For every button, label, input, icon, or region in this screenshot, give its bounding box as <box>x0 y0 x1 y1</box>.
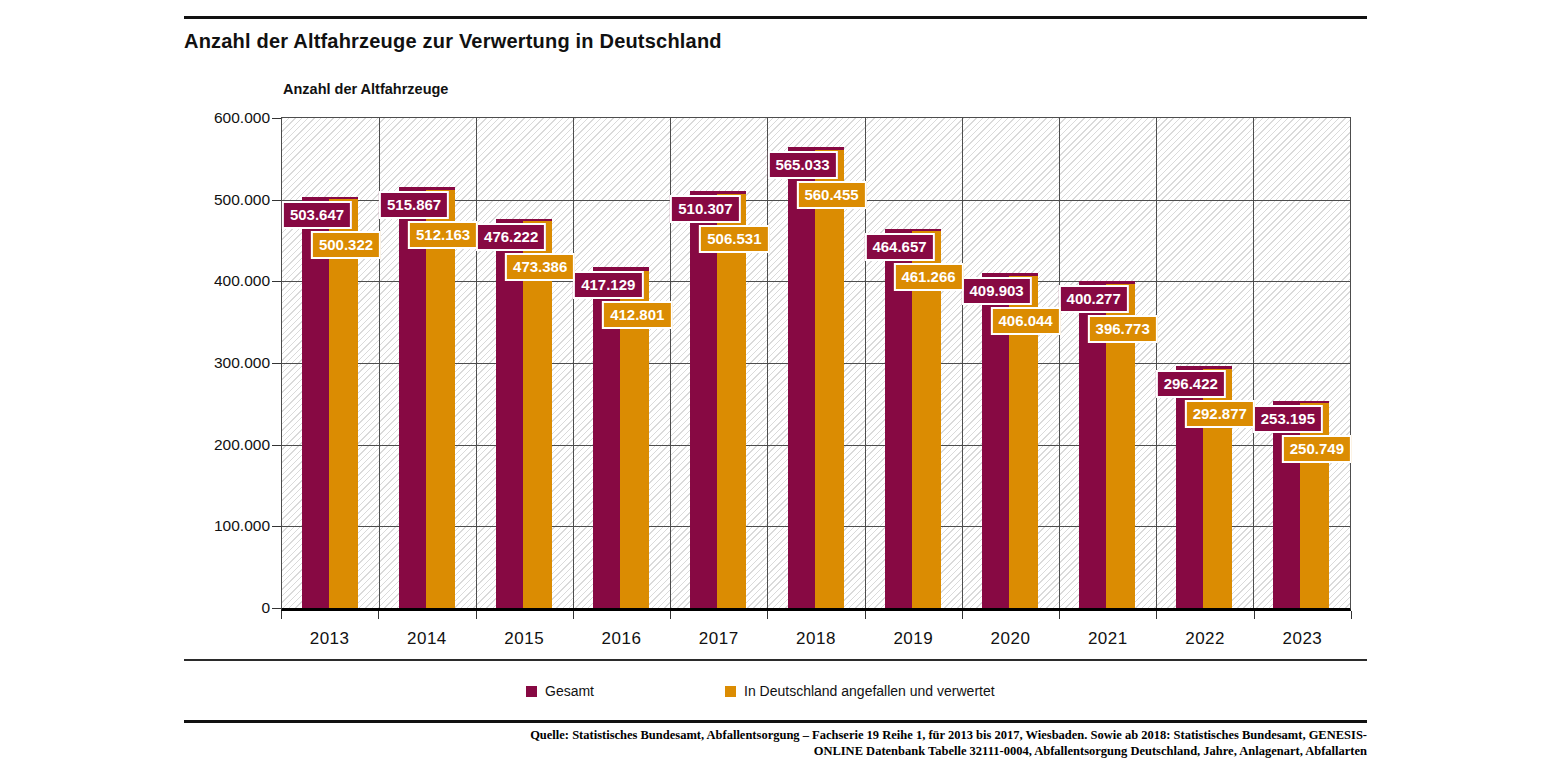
source-note: Quelle: Statistisches Bundesamt, Abfalle… <box>367 727 1367 759</box>
value-label-gesamt-2023: 253.195 <box>1253 405 1323 433</box>
value-label-verwertet-2013: 500.322 <box>311 231 381 259</box>
y-tick-mark <box>272 118 281 119</box>
x-category-label-2019: 2019 <box>893 629 933 649</box>
legend-swatch-verwertet-icon <box>725 686 736 697</box>
y-tick-label: 600.000 <box>185 109 270 127</box>
legend: Gesamt In Deutschland angefallen und ver… <box>0 683 1545 701</box>
value-label-gesamt-2019: 464.657 <box>864 233 934 261</box>
top-rule <box>184 16 1367 19</box>
y-axis-heading: Anzahl der Altfahrzeuge <box>283 81 448 97</box>
bar-verwertet-2023 <box>1300 403 1329 608</box>
bar-verwertet-2017 <box>717 194 746 608</box>
x-category-label-2018: 2018 <box>796 629 836 649</box>
y-tick-label: 500.000 <box>185 191 270 209</box>
source-note-line1: Quelle: Statistisches Bundesamt, Abfalle… <box>367 727 1367 743</box>
x-tick-mark <box>670 611 671 619</box>
x-tick-mark <box>281 611 282 619</box>
x-tick-mark <box>962 611 963 619</box>
value-label-verwertet-2020: 406.044 <box>990 307 1060 335</box>
legend-item-verwertet: In Deutschland angefallen und verwertet <box>725 683 995 699</box>
value-label-gesamt-2013: 503.647 <box>282 201 352 229</box>
bar-verwertet-2013 <box>329 199 358 608</box>
value-label-gesamt-2016: 417.129 <box>573 271 643 299</box>
y-tick-mark <box>272 363 281 364</box>
value-label-gesamt-2015: 476.222 <box>476 223 546 251</box>
x-category-label-2020: 2020 <box>991 629 1031 649</box>
v-gridline <box>573 118 574 608</box>
y-tick-mark <box>272 200 281 201</box>
v-gridline <box>962 118 963 608</box>
x-tick-mark <box>573 611 574 619</box>
x-category-label-2016: 2016 <box>602 629 642 649</box>
value-label-gesamt-2014: 515.867 <box>379 191 449 219</box>
x-tick-mark <box>378 611 379 619</box>
bar-verwertet-2014 <box>426 190 455 608</box>
value-label-verwertet-2018: 560.455 <box>796 181 866 209</box>
value-label-verwertet-2019: 461.266 <box>893 263 963 291</box>
v-gridline <box>1059 118 1060 608</box>
x-category-label-2014: 2014 <box>407 629 447 649</box>
chart-page: Anzahl der Altfahrzeuge zur Verwertung i… <box>0 0 1545 775</box>
value-label-verwertet-2014: 512.163 <box>408 221 478 249</box>
v-gridline <box>476 118 477 608</box>
x-tick-mark <box>865 611 866 619</box>
value-label-gesamt-2021: 400.277 <box>1059 285 1129 313</box>
y-tick-mark <box>272 445 281 446</box>
x-tick-mark <box>767 611 768 619</box>
y-tick-label: 300.000 <box>185 354 270 372</box>
y-tick-label: 100.000 <box>185 517 270 535</box>
plot-area: 503.647500.322 515.867512.163476.222473.3… <box>281 117 1351 611</box>
legend-item-gesamt: Gesamt <box>526 683 594 699</box>
value-label-gesamt-2018: 565.033 <box>767 151 837 179</box>
legend-swatch-gesamt-icon <box>526 686 537 697</box>
x-tick-mark <box>476 611 477 619</box>
y-tick-mark <box>272 526 281 527</box>
legend-divider-rule <box>184 659 1367 661</box>
legend-label-verwertet: In Deutschland angefallen und verwertet <box>744 683 995 699</box>
y-tick-label: 0 <box>185 599 270 617</box>
legend-label-gesamt: Gesamt <box>545 683 594 699</box>
page-title: Anzahl der Altfahrzeuge zur Verwertung i… <box>184 30 722 53</box>
value-label-verwertet-2021: 396.773 <box>1088 315 1158 343</box>
value-label-verwertet-2015: 473.386 <box>505 253 575 281</box>
value-label-verwertet-2023: 250.749 <box>1282 435 1352 463</box>
v-gridline <box>767 118 768 608</box>
y-tick-label: 200.000 <box>185 436 270 454</box>
x-category-label-2013: 2013 <box>310 629 350 649</box>
x-tick-mark <box>1254 611 1255 619</box>
footer-rule <box>184 720 1367 723</box>
x-category-label-2017: 2017 <box>699 629 739 649</box>
value-label-verwertet-2017: 506.531 <box>699 225 769 253</box>
x-category-label-2022: 2022 <box>1185 629 1225 649</box>
source-note-line2: ONLINE Datenbank Tabelle 32111-0004, Abf… <box>367 743 1367 759</box>
x-tick-mark <box>1059 611 1060 619</box>
x-category-label-2015: 2015 <box>504 629 544 649</box>
x-category-label-2021: 2021 <box>1088 629 1128 649</box>
v-gridline <box>670 118 671 608</box>
y-tick-label: 400.000 <box>185 272 270 290</box>
value-label-gesamt-2017: 510.307 <box>670 195 740 223</box>
value-label-gesamt-2020: 409.903 <box>961 277 1031 305</box>
v-gridline <box>1253 118 1254 608</box>
value-label-verwertet-2022: 292.877 <box>1185 400 1255 428</box>
y-tick-mark <box>272 281 281 282</box>
x-tick-mark <box>1351 611 1352 619</box>
value-label-gesamt-2022: 296.422 <box>1156 370 1226 398</box>
x-tick-mark <box>1156 611 1157 619</box>
y-tick-mark <box>272 608 281 609</box>
v-gridline <box>1156 118 1157 608</box>
value-label-verwertet-2016: 412.801 <box>602 301 672 329</box>
x-category-label-2023: 2023 <box>1282 629 1322 649</box>
bar-verwertet-2018 <box>815 150 844 608</box>
